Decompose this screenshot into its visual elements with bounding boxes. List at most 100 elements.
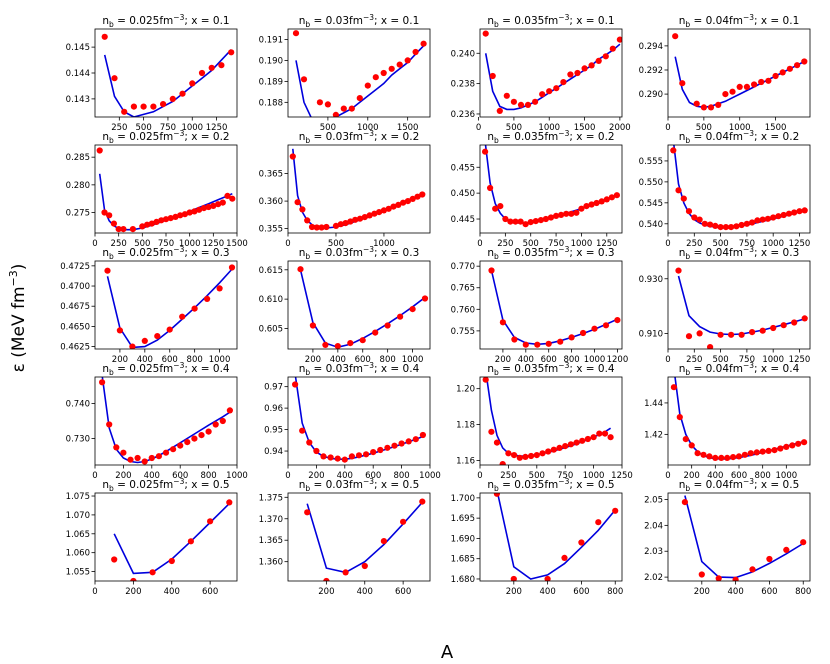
panel-grid: nb = 0.025fm−3; x = 0.1250 500 750 1000 1250…	[60, 13, 811, 597]
data-point	[800, 539, 807, 546]
data-point	[579, 437, 586, 444]
data-point	[110, 220, 117, 227]
model-curve	[490, 270, 618, 346]
data-point	[395, 201, 402, 208]
data-point	[510, 98, 517, 105]
x-tick-label: 1000	[209, 355, 231, 365]
data-point	[384, 322, 391, 329]
x-tick-label: 400	[728, 587, 744, 597]
y-axis-label: ε (MeV fm−3)	[7, 264, 29, 373]
y-tick-label: 0.550	[639, 178, 663, 188]
data-point	[747, 450, 754, 457]
data-point	[356, 95, 363, 102]
data-point	[179, 313, 186, 320]
data-point	[675, 187, 682, 194]
x-tick-label: 0	[285, 239, 290, 249]
data-point	[158, 217, 165, 224]
data-point	[722, 224, 730, 231]
x-tick-label: 1000	[419, 471, 441, 481]
data-point	[347, 340, 354, 347]
data-point	[770, 324, 777, 332]
data-point	[372, 74, 379, 81]
x-tick-label: 1000	[357, 123, 379, 133]
x-tick-label: 250	[111, 123, 127, 133]
data-point	[412, 48, 419, 56]
data-point	[492, 205, 499, 212]
data-point	[208, 64, 215, 71]
data-point	[226, 407, 233, 414]
x-tick-label: 400	[357, 587, 373, 597]
data-point	[706, 453, 713, 460]
data-point	[186, 209, 193, 216]
x-tick-label: 200	[318, 587, 334, 597]
x-tick-label: 400	[164, 587, 180, 597]
data-point	[588, 201, 595, 208]
data-point	[99, 379, 106, 386]
model-curve	[674, 56, 805, 109]
data-point	[414, 193, 421, 200]
data-point	[322, 341, 329, 348]
data-point	[167, 215, 174, 222]
axes-frame	[94, 492, 238, 582]
data-point	[696, 330, 703, 337]
data-point	[111, 556, 118, 563]
x-tick-label: 1250	[206, 123, 228, 133]
data-point	[419, 431, 426, 439]
data-point	[751, 81, 758, 88]
data-point	[130, 577, 137, 581]
data-point	[608, 194, 616, 201]
y-tick-label: 2.03	[644, 547, 663, 557]
axes-frame	[667, 28, 811, 118]
subplot-title: nb = 0.035fm−3; x = 0.1	[487, 13, 614, 29]
y-tick-label: 0.275	[66, 209, 90, 219]
data-point	[116, 327, 123, 334]
data-point	[685, 208, 693, 215]
data-point	[707, 221, 714, 228]
data-point	[556, 444, 563, 451]
data-point	[150, 103, 157, 110]
x-tick-label: 0	[92, 471, 97, 481]
model-curve	[496, 493, 616, 580]
subplot-title: nb = 0.03fm−3; x = 0.2	[299, 129, 420, 145]
subplot-title: nb = 0.035fm−3; x = 0.2	[487, 129, 614, 145]
y-tick-label: 0.930	[639, 275, 663, 285]
data-point	[707, 344, 714, 349]
data-point	[184, 439, 191, 446]
subplot-title: nb = 0.04fm−3; x = 0.3	[679, 245, 800, 261]
data-point	[718, 454, 725, 461]
data-point	[385, 205, 392, 212]
data-point	[390, 203, 397, 210]
data-point	[140, 103, 147, 110]
subplot-title: nb = 0.04fm−3; x = 0.5	[679, 477, 800, 493]
data-point	[106, 212, 113, 219]
y-tick-label: 0.4725	[60, 262, 90, 272]
data-point	[229, 195, 236, 202]
data-point	[613, 192, 621, 199]
data-point	[558, 211, 565, 218]
subplot-11: nb = 0.035fm−3; x = 0.3 200 400 600 800 1000 1…	[451, 245, 629, 365]
y-tick-label: 1.375	[259, 493, 283, 503]
data-point	[779, 69, 786, 76]
x-tick-label: 600	[573, 587, 589, 597]
y-tick-label: 1.685	[451, 555, 475, 565]
data-point	[780, 322, 787, 329]
data-point	[696, 216, 703, 223]
x-tick-label: 250	[497, 239, 513, 249]
data-point	[732, 576, 739, 581]
data-point	[101, 209, 108, 216]
subplot-15: nb = 0.035fm−3; x = 0.4 0 250 500 750 1000 125…	[456, 361, 633, 481]
y-tick-label: 0.910	[639, 329, 663, 339]
data-point	[528, 582, 534, 588]
x-tick-label: 600	[761, 587, 777, 597]
axes-frame	[94, 260, 238, 350]
x-tick-label: 200	[305, 355, 321, 365]
data-point	[588, 62, 595, 69]
data-point	[507, 218, 514, 225]
subplot-title: nb = 0.03fm−3; x = 0.4	[299, 361, 420, 377]
data-point	[676, 414, 683, 421]
x-tick-label: 200	[694, 587, 710, 597]
data-point	[323, 577, 330, 581]
data-point	[712, 222, 719, 229]
subplot-3: nb = 0.035fm−3; x = 0.1 0 500 1000 1500 2000 0…	[451, 13, 631, 133]
